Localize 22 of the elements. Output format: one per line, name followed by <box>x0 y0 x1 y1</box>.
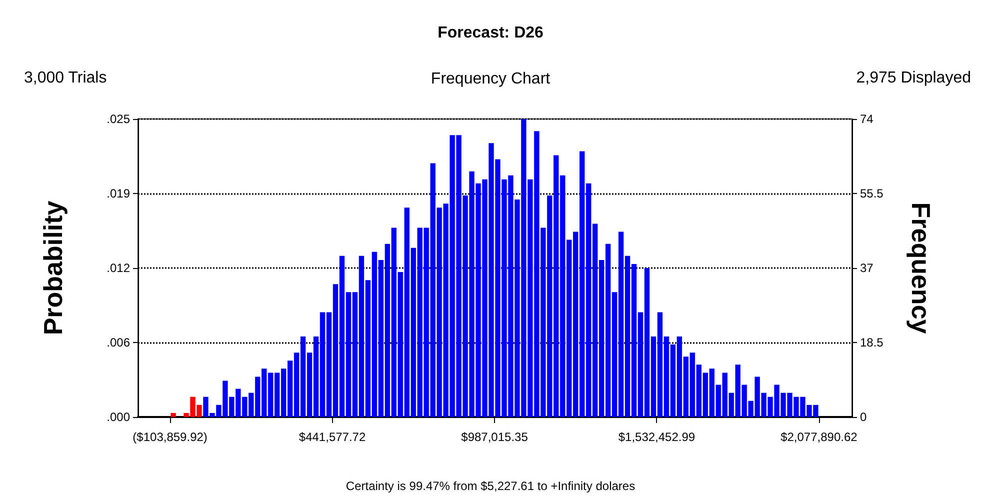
y-axis-title: Probability <box>38 200 68 336</box>
x-tick-label: $441,577.72 <box>298 430 366 444</box>
x-tick-label: $987,015.35 <box>461 430 528 444</box>
text: 2,975 Displayed <box>856 70 972 86</box>
chart-title: Forecast: D26 <box>438 24 544 42</box>
x-tick-label: ($103,859.92) <box>132 430 208 444</box>
y-tick-label: .006 <box>106 335 130 350</box>
text: Certainty is 99.47% from $5,227.61 to +Infinity dolares <box>346 479 636 493</box>
y-tick-label: .025 <box>106 112 130 126</box>
y2-tick-label: 0 <box>860 410 867 424</box>
y2-tick-label: 55.5 <box>860 186 884 200</box>
y-tick-label: .019 <box>106 186 130 201</box>
x-tick-label: $2,077,890.62 <box>780 430 858 444</box>
y2-tick-label: 74 <box>860 112 874 126</box>
y2-axis-title: Frequency <box>906 202 936 334</box>
y2-tick-label: 18.5 <box>860 336 884 350</box>
y-tick-label: .000 <box>106 410 130 424</box>
chart-subtitle: Frequency Chart <box>430 70 551 88</box>
text: 3,000 Trials <box>24 70 107 86</box>
y-tick-label: .012 <box>106 261 130 276</box>
x-tick-label: $1,532,452.99 <box>618 430 696 444</box>
y2-tick-label: 37 <box>860 261 874 275</box>
